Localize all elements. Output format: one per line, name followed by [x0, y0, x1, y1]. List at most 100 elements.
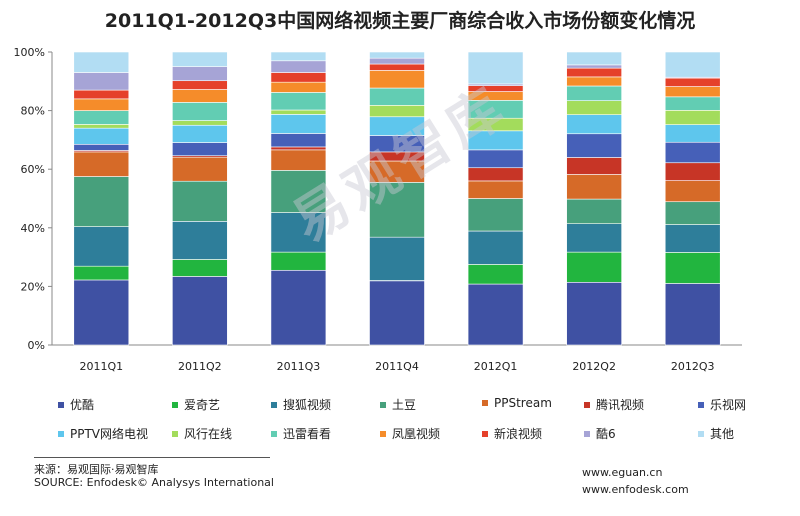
bar-segment — [270, 212, 327, 253]
legend-item: 爱奇艺 — [172, 396, 220, 413]
legend-item: 土豆 — [380, 396, 416, 413]
legend-label: 土豆 — [392, 398, 417, 412]
bar-segment — [664, 96, 721, 111]
legend-label: 乐视网 — [710, 398, 747, 412]
y-tick-label: 80% — [21, 105, 45, 118]
legend-swatch — [58, 401, 64, 408]
legend-swatch — [58, 430, 64, 437]
bar-segment — [566, 114, 622, 135]
legend-label: 爱奇艺 — [184, 398, 221, 412]
bar-segment — [467, 51, 524, 85]
x-tick-label: 2012Q1 — [474, 360, 518, 373]
bar-segment — [172, 89, 228, 103]
bar-segment — [73, 51, 130, 73]
bar-segment — [73, 127, 130, 145]
legend-swatch — [271, 401, 277, 408]
legend-item: 酷6 — [584, 425, 616, 442]
legend-swatch — [172, 430, 178, 437]
bar-segment — [369, 51, 425, 59]
bar-segment — [664, 124, 721, 143]
bar-segment — [566, 76, 622, 87]
bar-segment — [73, 124, 130, 129]
legend-swatch — [698, 430, 704, 437]
legend-item: 其他 — [698, 425, 734, 442]
source-cn: 来源：易观国际·易观智库 — [34, 463, 159, 476]
bar-segment — [172, 180, 228, 222]
x-tick-label: 2011Q2 — [178, 360, 222, 373]
bar-segment — [664, 162, 721, 181]
bar-segment — [270, 72, 327, 83]
bar-segment — [270, 81, 327, 93]
bar-segment — [664, 201, 721, 225]
bar-segment — [172, 51, 228, 67]
y-tick-label: 0% — [28, 339, 45, 352]
bar-segment — [566, 51, 622, 66]
bar-segment — [73, 226, 130, 267]
legend-label: 风行在线 — [184, 427, 233, 441]
bar-segment — [73, 279, 130, 346]
legend-label: 搜狐视频 — [283, 398, 332, 412]
legend-item: 迅雷看看 — [271, 425, 331, 442]
bar-segment — [73, 72, 130, 91]
legend-swatch — [482, 430, 488, 437]
bar-segment — [172, 80, 228, 90]
bar-segment — [73, 89, 130, 100]
legend-swatch — [698, 401, 704, 408]
bar-segment — [172, 221, 228, 260]
legend-label: 其他 — [710, 427, 735, 441]
footer-divider — [34, 457, 270, 458]
bar-segment — [566, 174, 622, 200]
x-tick-label: 2011Q3 — [277, 360, 321, 373]
bar-segment — [566, 85, 622, 101]
bar-segment — [664, 141, 721, 164]
legend-item: 腾讯视频 — [584, 396, 644, 413]
bar-segment — [172, 102, 228, 121]
bar-segment — [467, 180, 524, 199]
bar-segment — [664, 283, 721, 346]
legend-label: 凤凰视频 — [392, 427, 441, 441]
bar-segment — [467, 283, 524, 346]
legend-item: 优酷 — [58, 396, 94, 413]
legend-label: PPStream — [494, 396, 552, 410]
chart-legend: 优酷 爱奇艺 搜狐视频 土豆 PPStream 腾讯视频 乐视网 PPTV网络电视 风行在线 迅雷… — [58, 396, 758, 460]
legend-item: 凤凰视频 — [380, 425, 440, 442]
legend-label: 腾讯视频 — [596, 398, 645, 412]
legend-item: 乐视网 — [698, 396, 746, 413]
y-tick-label: 60% — [21, 163, 45, 176]
legend-item: 搜狐视频 — [271, 396, 331, 413]
legend-swatch — [584, 401, 590, 408]
legend-label: 迅雷看看 — [283, 427, 332, 441]
bar-segment — [172, 142, 228, 157]
legend-swatch — [380, 401, 386, 408]
bar-segment — [467, 167, 524, 182]
x-tick-label: 2012Q2 — [572, 360, 616, 373]
bar-segment — [566, 67, 622, 78]
chart-title: 2011Q1-2012Q3中国网络视频主要厂商综合收入市场份额变化情况 — [104, 10, 696, 32]
legend-swatch — [271, 430, 277, 437]
bar-segment — [369, 236, 425, 281]
legend-label: 酷6 — [596, 427, 616, 441]
legend-item: 风行在线 — [172, 425, 232, 442]
bar-segment — [73, 151, 130, 177]
legend-swatch — [584, 430, 590, 437]
bar-segment — [467, 230, 524, 265]
bar-segment — [172, 120, 228, 126]
x-tick-label: 2011Q1 — [79, 360, 123, 373]
legend-item: PPTV网络电视 — [58, 425, 148, 442]
bar-segment — [270, 51, 327, 62]
website-enfodesk[interactable]: www.enfodesk.com — [582, 483, 689, 496]
bar-segment — [566, 198, 622, 224]
bar-segment — [172, 259, 228, 277]
website-eguan[interactable]: www.eguan.cn — [582, 466, 663, 479]
source-en: SOURCE: Enfodesk© Analysys International — [34, 476, 274, 489]
bar-segment — [270, 269, 327, 346]
bar-segment — [172, 276, 228, 346]
bar-segment — [566, 100, 622, 116]
legend-label: 新浪视频 — [494, 427, 543, 441]
bar-segment — [270, 109, 327, 115]
y-tick-label: 20% — [21, 280, 45, 293]
bar-segment — [566, 251, 622, 283]
bar-segment — [664, 51, 721, 78]
bar-segment — [664, 224, 721, 253]
